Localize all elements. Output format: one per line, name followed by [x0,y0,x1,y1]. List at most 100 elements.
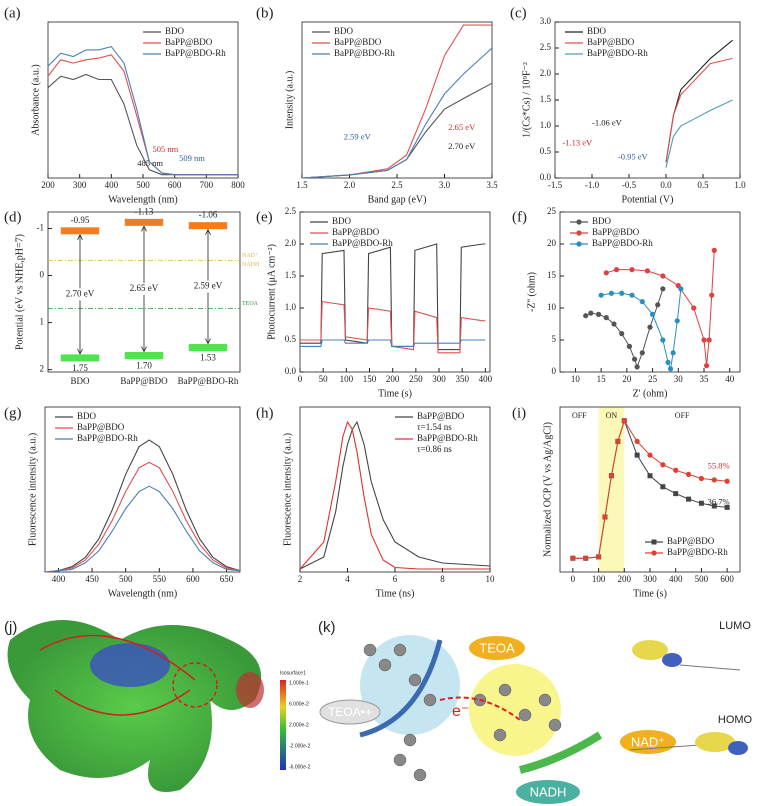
legend-label: BaPP@BDO [334,37,382,47]
vb-label: 1.70 [136,361,152,371]
marker [608,473,615,479]
esp-positive [236,672,264,708]
acceptor-region [469,664,561,756]
x-tick-label: 0.5 [697,180,709,190]
x-tick-label: 650 [220,574,234,584]
legend-note: τ=0.86 ns [417,444,452,454]
x-tick-label: 400 [105,180,119,190]
panel-k: (k) TEOA TEOA•+ e⁻ NAD⁺ NADH LUMO HOMO [318,619,753,804]
y-tick-label: 25 [547,206,557,216]
marker [634,452,640,458]
x-tick-label: 2.0 [344,180,356,190]
marker [629,292,635,298]
marker [615,438,621,444]
label: HOMO [718,714,753,726]
legend-label: BaPP@BDO-Rh [77,433,138,443]
vb-label: 1.75 [72,363,88,373]
x-tick-label: 300 [643,574,657,584]
plot-frame [44,406,241,573]
highlight-ring [172,662,218,708]
x-tick-label: 600 [720,574,734,584]
legend-label: BDO [77,411,97,421]
marker [647,452,653,458]
vb-bar [60,354,100,362]
esp-negative [90,643,170,687]
marker [670,350,676,356]
series-line [300,300,486,354]
marker [631,356,638,362]
colorbar-label: -6.000e-2 [289,764,311,770]
x-tick-label: 500 [695,574,709,584]
marker [655,302,661,308]
x-tick-label: 350 [455,374,469,384]
marker [647,324,653,330]
marker [660,462,666,468]
colorbar-label: 1.000e-1 [289,680,309,686]
cb-label: -1.06 [199,210,218,220]
panel-label: (e) [256,209,273,225]
series-line [299,420,490,570]
x-axis-label: Wavelength (nm) [108,588,177,599]
legend-label: BaPP@BDO-Rh [332,238,393,248]
plot-frame [47,211,241,373]
series-line [301,47,493,179]
x-tick-label: 200 [618,574,632,584]
marker [595,311,602,317]
legend-label: BDO [334,26,354,36]
y-tick-label: 2 [40,364,45,374]
legend-marker [651,550,657,556]
marker [711,477,717,483]
x-tick-label: 300 [73,180,87,190]
x-tick-label: 400 [52,574,66,584]
reference-label: TEOA [242,301,259,307]
legend-label: BaPP@BDO [332,227,380,237]
legend-label: BaPP@BDO [417,411,465,421]
x-tick-label: 25 [648,374,658,384]
legend-label: BaPP@BDO [77,422,125,432]
x-tick-label: 800 [231,180,245,190]
charge-arrows [39,634,196,716]
series-line [301,24,492,179]
series-line [606,250,715,366]
legend-label: BaPP@BDO-Rh [667,547,728,557]
marker [634,438,640,444]
marker [626,343,633,349]
y-tick-label: 1 [40,317,45,327]
plot-frame [299,211,491,373]
y-axis-label: Fluorescence intensity (a.u.) [27,433,38,546]
marker [660,273,666,279]
colorbar-label: -2.000e-2 [289,743,311,749]
panel-label: (k) [318,619,336,636]
x-tick-label: 50 [319,374,329,384]
x-axis-label: Band gap (eV) [368,194,427,205]
x-tick-label: 20 [622,374,632,384]
label: NADH [530,784,567,799]
y-tick-label: 1.5 [540,94,552,104]
x-tick-label: 200 [41,180,55,190]
marker [660,337,666,343]
cb-label: -1.13 [135,206,154,216]
x-tick-label: 550 [153,574,167,584]
x-tick-label: 2.5 [391,180,403,190]
colorbar-title: Isosurface1 [280,670,306,676]
legend-label: BaPP@BDO [667,536,715,546]
marker [703,363,710,369]
cb-bar [188,222,228,230]
x-axis-label: Time (s) [633,588,667,599]
y-axis-label: 1/(Cs*Cs) / 10⁹F⁻² [521,62,532,138]
panel-label: (d) [4,209,22,225]
category-label: BaPP@BDO [120,376,168,386]
gap-bg [190,280,226,293]
y-tick-label: 2.5 [540,42,552,52]
legend-label: BaPP@BDO-Rh [417,433,478,443]
x-tick-label: 700 [200,180,214,190]
cb-bar [60,227,100,235]
marker [686,496,692,502]
legend-marker [576,219,582,225]
series-line [44,461,241,573]
annotation: 2.59 eV [344,131,372,141]
marker [649,311,656,317]
series-line [44,439,241,573]
marker [603,315,609,321]
